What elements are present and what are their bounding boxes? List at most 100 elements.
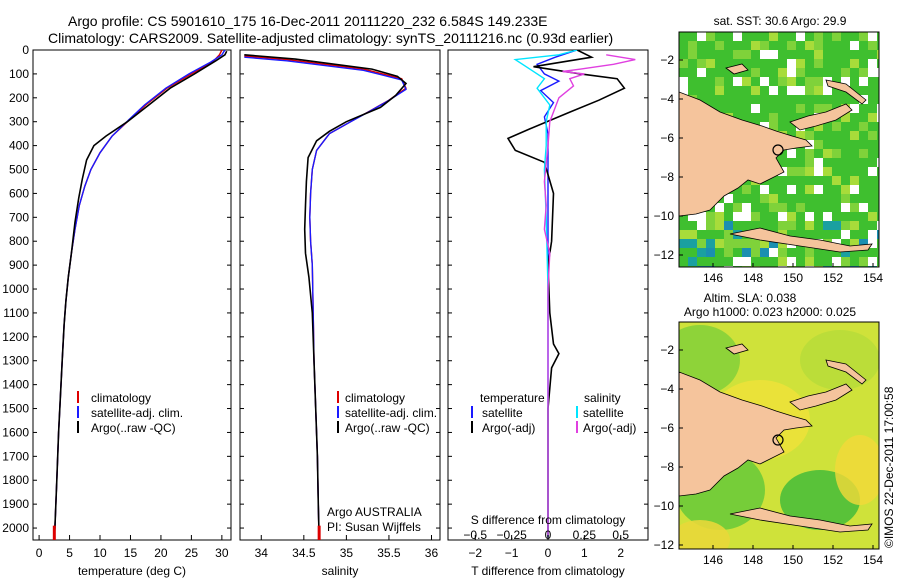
legend-label-satellite: satellite-adj. clim.	[345, 406, 437, 420]
sst-cell	[850, 41, 859, 50]
sst-cell	[868, 32, 877, 41]
sst-cell	[796, 32, 805, 41]
sst-cell	[805, 185, 814, 194]
sst-cell	[805, 149, 814, 158]
map-lat-label: −10	[654, 209, 675, 223]
map-lon-label: 154	[863, 271, 883, 285]
sst-cell	[868, 212, 877, 221]
sst-cell	[733, 32, 742, 41]
sst-cell	[814, 50, 823, 59]
land-new-britain	[789, 383, 853, 411]
sst-cell	[724, 230, 733, 239]
sst-cell	[715, 221, 724, 230]
sst-cell	[796, 59, 805, 68]
sst-cell	[877, 104, 879, 113]
legend-label-climatology: climatology	[345, 391, 405, 405]
sst-cell	[697, 221, 706, 230]
sst-cell	[841, 185, 850, 194]
depth-tick-label: 600	[9, 186, 29, 200]
depth-tick-label: 1600	[2, 425, 29, 439]
imos-watermark: ©IMOS 22-Dec-2011 17:00:58	[882, 386, 896, 548]
sst-cell	[706, 59, 715, 68]
sst-cell	[868, 257, 877, 266]
depth-tick-label: 1300	[2, 354, 29, 368]
sst-cell	[814, 122, 823, 131]
sst-cell	[814, 32, 823, 41]
sst-cell	[841, 77, 850, 86]
x-tick-label: 10	[93, 546, 107, 560]
sst-cell	[760, 41, 769, 50]
map-lat-label: −2	[660, 343, 674, 357]
sst-cell	[733, 77, 742, 86]
salinity-legend: climatology satellite-adj. clim. Argo(..…	[327, 391, 437, 534]
sst-cell	[868, 59, 877, 68]
sst-cell	[724, 221, 733, 230]
legend-label-satellite: satellite-adj. clim.	[91, 406, 183, 420]
map-lon-label: 150	[783, 271, 803, 285]
sst-cell	[760, 50, 769, 59]
sst-cell	[697, 32, 706, 41]
sst-cell	[814, 140, 823, 149]
sst-cell	[841, 248, 850, 257]
sst-cell	[706, 248, 715, 257]
map-lat-label: −4	[660, 92, 674, 106]
sst-cell	[823, 221, 832, 230]
sst-cell	[805, 41, 814, 50]
x-tick-label: −1	[505, 546, 519, 560]
sst-cell	[724, 194, 733, 203]
sst-cell	[751, 86, 760, 95]
sst-cell	[751, 212, 760, 221]
sst-cell	[832, 257, 841, 266]
sst-cell	[805, 131, 814, 140]
sst-cell	[823, 167, 832, 176]
sst-cell	[679, 59, 688, 68]
difference-legend: temperature salinity satellite Argo(-adj…	[471, 391, 636, 435]
legend-header-temperature: temperature	[480, 391, 545, 405]
sst-cell	[787, 41, 796, 50]
series-line-temperature-argoadj	[506, 50, 626, 538]
sst-cell	[688, 257, 697, 266]
sst-cell	[796, 86, 805, 95]
sst-cell	[697, 248, 706, 257]
sst-cell	[742, 203, 751, 212]
sst-cell	[715, 77, 724, 86]
sst-cell	[841, 257, 850, 266]
sst-cell	[742, 77, 751, 86]
sst-cell	[778, 68, 787, 77]
sst-cell	[877, 50, 879, 59]
sst-cell	[679, 230, 688, 239]
sst-cell	[787, 59, 796, 68]
map-lon-label: 146	[703, 553, 723, 567]
sst-cell	[832, 32, 841, 41]
figure-title-line2: Climatology: CARS2009. Satellite-adjuste…	[48, 30, 614, 46]
sst-cell	[715, 41, 724, 50]
depth-tick-label: 200	[9, 91, 29, 105]
sst-cell	[769, 248, 778, 257]
sst-cell	[697, 59, 706, 68]
sst-cell	[841, 194, 850, 203]
legend-header-salinity: salinity	[584, 391, 621, 405]
depth-tick-label: 100	[9, 67, 29, 81]
map-lon-label: 154	[863, 553, 883, 567]
sst-cell	[805, 221, 814, 230]
sst-cell	[859, 122, 868, 131]
x-tick-label: 36	[425, 546, 439, 560]
sst-cell	[850, 131, 859, 140]
sst-cell	[778, 221, 787, 230]
sst-cell	[805, 248, 814, 257]
sst-cell	[742, 239, 751, 248]
map-lat-label: −12	[654, 248, 675, 262]
sst-cell	[742, 50, 751, 59]
map-lon-label: 150	[783, 553, 803, 567]
sst-cell	[859, 257, 868, 266]
sst-cell	[787, 77, 796, 86]
sst-cell	[868, 41, 877, 50]
s-diff-tick-label: 0.5	[612, 528, 629, 542]
sst-cell	[877, 68, 879, 77]
salinity-panel	[239, 49, 441, 541]
salinity-xlabel: salinity	[322, 564, 359, 578]
sst-cell	[778, 203, 787, 212]
sst-cell	[841, 221, 850, 230]
legend-label-temp-argo: Argo(-adj)	[482, 421, 535, 435]
sst-cell	[742, 212, 751, 221]
